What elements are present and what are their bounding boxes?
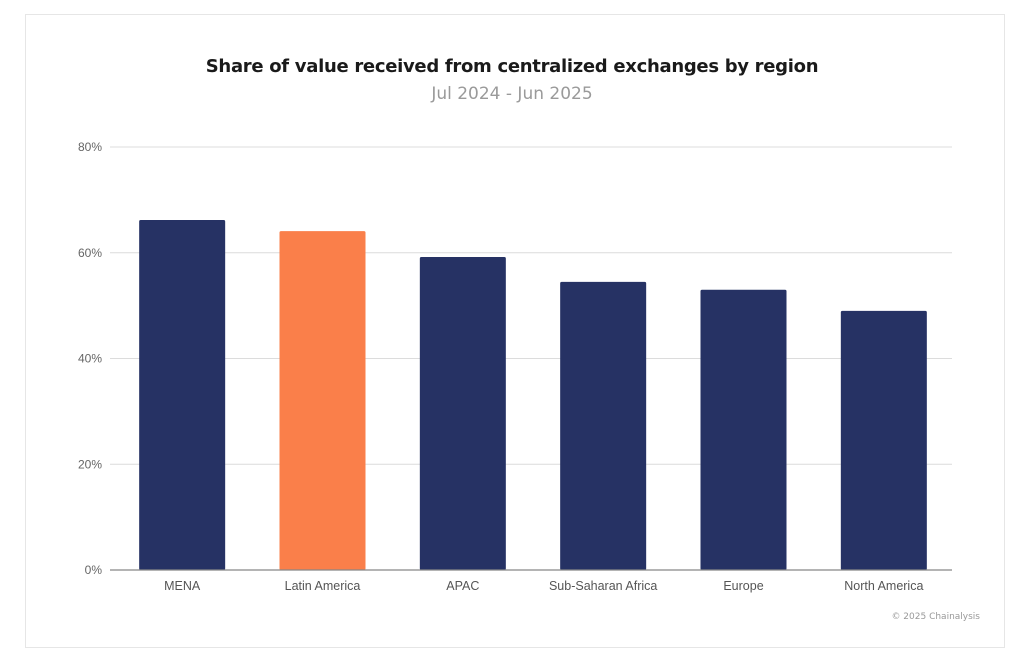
y-tick-label: 80% xyxy=(78,140,102,154)
x-axis-labels: MENA Latin America APAC Sub-Saharan Africa E… xyxy=(164,579,923,593)
y-axis-ticks: 0% 20% 40% 60% 80% xyxy=(78,140,102,577)
gridlines xyxy=(110,146,952,465)
bar-sub-saharan-africa xyxy=(560,281,647,570)
bar-europe xyxy=(700,289,787,570)
x-tick-label: North America xyxy=(844,579,923,593)
y-tick-label: 20% xyxy=(78,457,102,471)
x-tick-label: Europe xyxy=(723,579,763,593)
x-tick-label: APAC xyxy=(446,579,479,593)
bar-mena xyxy=(139,219,226,570)
y-tick-label: 60% xyxy=(78,246,102,260)
bars xyxy=(139,219,927,571)
x-tick-label: MENA xyxy=(164,579,201,593)
x-tick-label: Sub-Saharan Africa xyxy=(549,579,657,593)
y-tick-label: 0% xyxy=(85,563,103,577)
x-tick-label: Latin America xyxy=(285,579,361,593)
bar-north-america xyxy=(840,310,927,570)
y-tick-label: 40% xyxy=(78,352,102,366)
chart-subtitle: Jul 2024 - Jun 2025 xyxy=(431,84,593,104)
bar-latin-america xyxy=(279,231,366,571)
bar-apac xyxy=(419,256,506,570)
copyright-credit: © 2025 Chainalysis xyxy=(891,612,980,622)
chart-title: Share of value received from centralized… xyxy=(205,56,819,77)
